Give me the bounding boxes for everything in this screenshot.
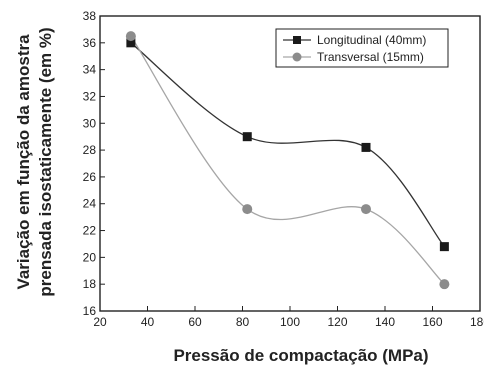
x-tick-label: 120 (327, 315, 347, 329)
legend: Longitudinal (40mm) Transversal (15mm) (275, 28, 449, 68)
y-tick-label: 22 (83, 224, 97, 238)
y-tick-label: 26 (83, 170, 97, 184)
series-curve (130, 35, 445, 285)
data-markers (125, 31, 450, 290)
data-point-transversal (242, 204, 253, 215)
data-point-transversal (439, 279, 450, 290)
data-point-transversal (125, 31, 136, 42)
data-point-transversal (361, 204, 371, 215)
y-tick-label: 30 (83, 116, 97, 130)
y-tick-label: 32 (83, 89, 97, 103)
y-tick-label: 20 (83, 250, 97, 264)
legend-label-longitudinal: Longitudinal (40mm) (317, 33, 426, 47)
x-tick-label: 180 (470, 315, 484, 329)
legend-box (275, 28, 449, 68)
x-tick-label: 20 (93, 315, 107, 329)
x-tick-label: 100 (280, 315, 300, 329)
fit-curves (130, 35, 445, 285)
legend-label-transversal: Transversal (15mm) (317, 50, 424, 64)
y-tick-label: 28 (83, 143, 97, 157)
y-axis: 16 18 20 22 24 26 28 30 32 34 36 38 (83, 9, 105, 318)
y-tick-label: 24 (83, 197, 97, 211)
legend-marker-transversal (292, 52, 302, 62)
data-point-longitudinal (242, 132, 252, 142)
y-axis-title-line-2: prensada isostaticamente (em %) (36, 27, 55, 296)
x-tick-label: 140 (375, 315, 395, 329)
y-tick-label: 18 (83, 277, 97, 291)
y-tick-label: 38 (83, 9, 97, 23)
y-tick-label: 34 (83, 63, 97, 77)
y-tick-label: 16 (83, 304, 97, 318)
data-point-longitudinal (361, 142, 371, 152)
x-axis: 20 40 60 80 100 120 140 160 180 (93, 306, 484, 329)
data-point-longitudinal (439, 242, 449, 252)
legend-marker-longitudinal (293, 36, 301, 44)
data-point-longitudinal (126, 38, 136, 48)
y-tick-label: 36 (83, 36, 97, 50)
series-curve (130, 42, 445, 248)
x-tick-label: 60 (188, 315, 202, 329)
x-tick-label: 80 (236, 315, 250, 329)
x-tick-label: 40 (141, 315, 155, 329)
x-axis-title: Pressão de compactação (MPa) (173, 346, 428, 365)
y-axis-title-line-1: Variação em função da amostra (14, 34, 33, 290)
x-tick-label: 160 (422, 315, 442, 329)
